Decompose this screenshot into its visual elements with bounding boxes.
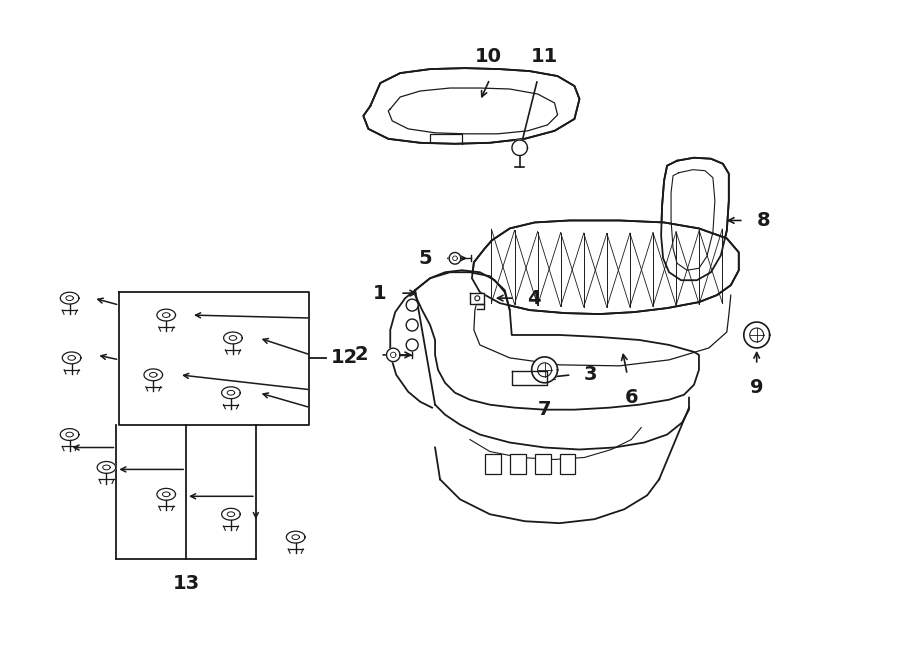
Polygon shape	[286, 531, 305, 543]
Polygon shape	[144, 369, 163, 381]
Polygon shape	[415, 272, 699, 410]
Text: 10: 10	[474, 47, 501, 66]
Polygon shape	[223, 332, 242, 344]
Polygon shape	[449, 253, 461, 264]
Text: 2: 2	[355, 346, 368, 364]
Polygon shape	[60, 428, 79, 440]
Circle shape	[475, 296, 480, 301]
Text: 12: 12	[330, 348, 358, 368]
Polygon shape	[157, 488, 176, 500]
Text: 1: 1	[373, 284, 386, 303]
Polygon shape	[221, 387, 240, 399]
Polygon shape	[364, 68, 580, 144]
Text: 6: 6	[625, 388, 638, 407]
Polygon shape	[221, 508, 240, 520]
Text: 4: 4	[526, 289, 540, 307]
Polygon shape	[157, 309, 176, 321]
Polygon shape	[470, 293, 484, 304]
Text: 5: 5	[418, 249, 432, 268]
Polygon shape	[387, 348, 400, 362]
Bar	[509, 455, 526, 475]
Polygon shape	[662, 158, 729, 280]
Bar	[560, 455, 575, 475]
Text: 13: 13	[173, 574, 200, 593]
Polygon shape	[472, 221, 739, 314]
Polygon shape	[97, 461, 116, 473]
Text: 9: 9	[750, 378, 763, 397]
Polygon shape	[60, 292, 79, 304]
Text: 11: 11	[531, 47, 558, 66]
Polygon shape	[62, 352, 81, 364]
Text: 7: 7	[538, 400, 552, 418]
Polygon shape	[532, 357, 557, 383]
Polygon shape	[512, 140, 527, 155]
Text: 3: 3	[583, 366, 597, 384]
Polygon shape	[477, 304, 484, 309]
Polygon shape	[743, 322, 770, 348]
Circle shape	[406, 339, 419, 351]
Circle shape	[406, 299, 419, 311]
Bar	[535, 455, 551, 475]
Circle shape	[406, 319, 419, 331]
Polygon shape	[512, 371, 547, 385]
Text: 8: 8	[757, 211, 770, 230]
Bar	[485, 455, 500, 475]
